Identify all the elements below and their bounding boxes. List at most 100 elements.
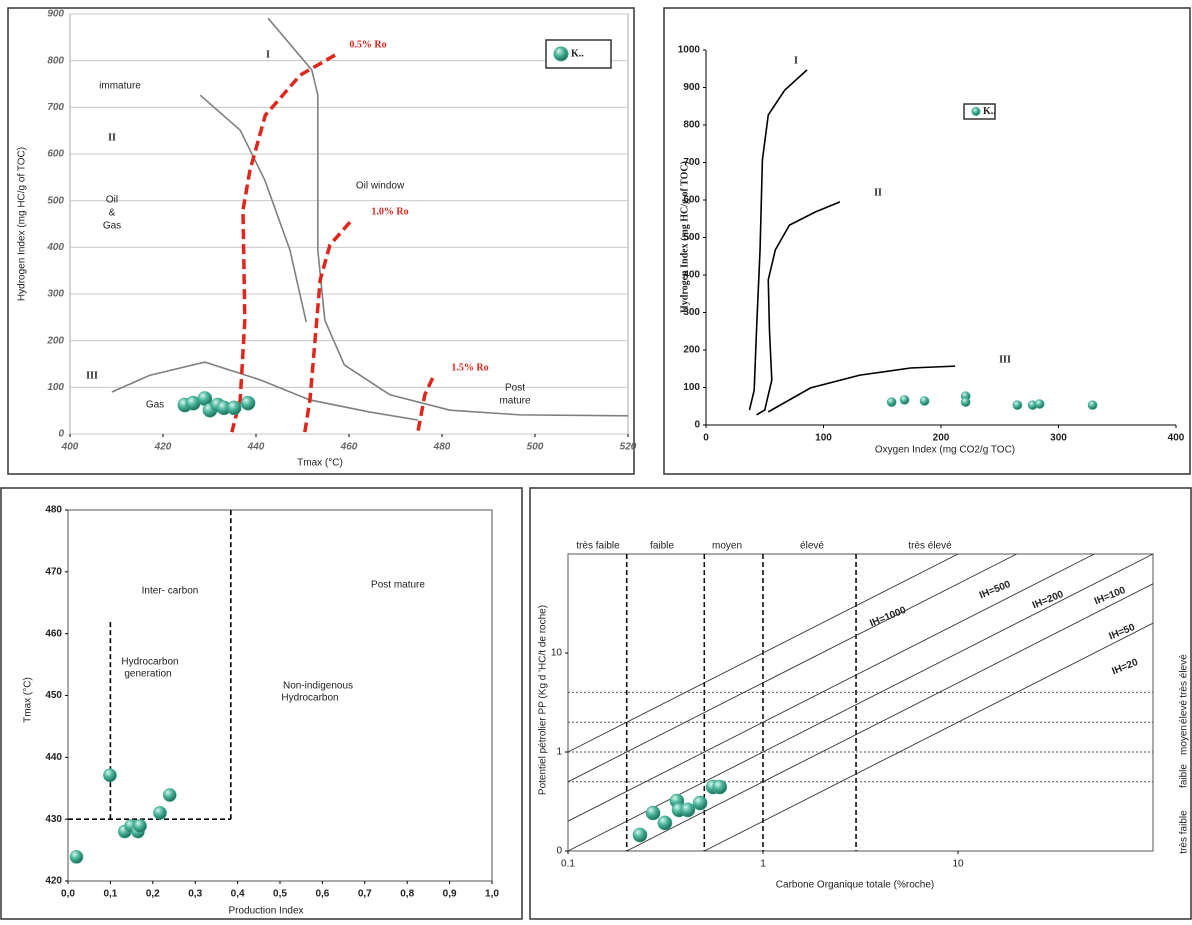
annotation: Inter- carbon	[142, 586, 199, 597]
y-tick-label: 200	[683, 345, 700, 356]
x-tick-label: 10	[952, 859, 964, 870]
y-tick-label: 700	[683, 157, 700, 168]
class-label: faible	[650, 541, 674, 552]
x-tick-label: 0,5	[273, 889, 287, 900]
y-tick-label: 300	[683, 307, 700, 318]
annotation: 0.5% Ro	[349, 39, 386, 50]
annotation: III	[999, 354, 1011, 365]
y-tick-label: 200	[46, 335, 64, 346]
data-point	[919, 396, 930, 406]
data-point	[712, 779, 728, 795]
data-point	[657, 815, 673, 831]
y-tick-label: 400	[46, 242, 64, 253]
x-tick-label: 1,0	[485, 889, 499, 900]
x-tick-label: 0,6	[315, 889, 329, 900]
reference-curve	[756, 201, 841, 416]
data-point	[153, 806, 167, 820]
reference-curve	[199, 94, 308, 323]
legend-label: K..	[983, 106, 996, 117]
data-point	[133, 819, 147, 833]
annotation: mature	[499, 396, 531, 407]
y-tick-label: 440	[45, 752, 62, 763]
x-tick-label: 520	[620, 442, 637, 453]
x-label: Oxygen Index (mg CO2/g TOC)	[875, 445, 1015, 456]
x-tick-label: 0.1	[561, 859, 575, 870]
class-label: très faible	[1179, 810, 1190, 854]
ih-label: IH=1000	[868, 605, 908, 630]
ih-line	[567, 553, 959, 753]
x-tick-label: 0,1	[103, 889, 117, 900]
annotation: Gas	[146, 400, 164, 411]
panel-frame	[0, 487, 523, 920]
ih-line	[567, 553, 1017, 783]
annotation: &	[109, 208, 116, 219]
plot-frame	[567, 553, 1154, 852]
annotation: III	[86, 370, 98, 381]
class-label: très faible	[576, 541, 620, 552]
class-label: très élevé	[1179, 654, 1190, 698]
class-label: moyen	[712, 541, 742, 552]
ih-line	[567, 553, 1154, 852]
class-label: moyen	[1179, 725, 1190, 755]
data-point	[680, 802, 696, 818]
data-point	[226, 400, 242, 416]
y-label: Hydrogen Index (mg HC/g of TOC)	[679, 161, 690, 313]
y-tick-label: 800	[683, 120, 700, 131]
legend-marker	[553, 46, 569, 62]
x-label: Tmax (°C)	[297, 458, 343, 469]
reference-curve	[303, 220, 352, 433]
annotation: generation	[124, 669, 171, 680]
y-tick-label: 1000	[678, 45, 701, 56]
legend-marker	[971, 107, 981, 116]
x-tick-label: 0,9	[443, 889, 457, 900]
y-label: Potentiel pétrolier PP (Kg d 'HC/t de ro…	[538, 605, 549, 795]
x-tick-label: 0,0	[61, 889, 75, 900]
x-tick-label: 0,3	[188, 889, 202, 900]
x-tick-label: 300	[1050, 433, 1067, 444]
data-point	[899, 395, 910, 405]
data-point	[162, 788, 177, 802]
y-tick-label: 0	[556, 846, 562, 857]
x-tick-label: 200	[933, 433, 950, 444]
panel-frame	[7, 7, 635, 475]
y-tick-label: 700	[47, 102, 64, 113]
y-label: Tmax (°C)	[23, 677, 34, 723]
annotation: Gas	[103, 221, 121, 232]
data-point	[1034, 399, 1045, 409]
y-tick-label: 470	[45, 566, 62, 577]
annotation: 1.0% Ro	[371, 206, 408, 217]
panel-frame	[663, 7, 1191, 475]
ih-line	[704, 622, 1154, 852]
class-label: très élevé	[908, 541, 952, 552]
y-tick-label: 460	[45, 628, 62, 639]
reference-curve	[111, 361, 418, 421]
x-tick-label: 440	[247, 442, 265, 453]
x-tick-label: 100	[815, 433, 832, 444]
y-tick-label: 500	[683, 232, 700, 243]
x-tick-label: 0,2	[146, 889, 160, 900]
data-point	[645, 805, 661, 821]
x-tick-label: 0	[703, 433, 709, 444]
y-tick-label: 0	[58, 429, 64, 440]
x-tick-label: 420	[154, 442, 172, 453]
reference-curve	[230, 53, 336, 433]
y-tick-label: 10	[551, 648, 563, 659]
y-tick-label: 420	[45, 876, 62, 887]
y-tick-label: 300	[47, 289, 64, 300]
ih-line	[626, 583, 1154, 852]
y-tick-label: 100	[683, 382, 700, 393]
annotation: Non-indigenous	[283, 681, 353, 692]
annotation: I	[266, 49, 270, 60]
data-point	[886, 397, 897, 407]
y-tick-label: 480	[45, 505, 62, 516]
data-point	[960, 397, 971, 407]
ih-label: IH=200	[1031, 589, 1066, 612]
data-point	[1012, 400, 1023, 410]
y-tick-label: 450	[45, 690, 62, 701]
x-tick-label: 480	[433, 442, 451, 453]
x-tick-label: 500	[527, 442, 544, 453]
y-label: Hydrogen Index (mg HC/g of TOC)	[17, 147, 28, 301]
y-tick-label: 500	[47, 195, 64, 206]
y-tick-label: 900	[47, 9, 64, 20]
x-tick-label: 0,8	[400, 889, 414, 900]
